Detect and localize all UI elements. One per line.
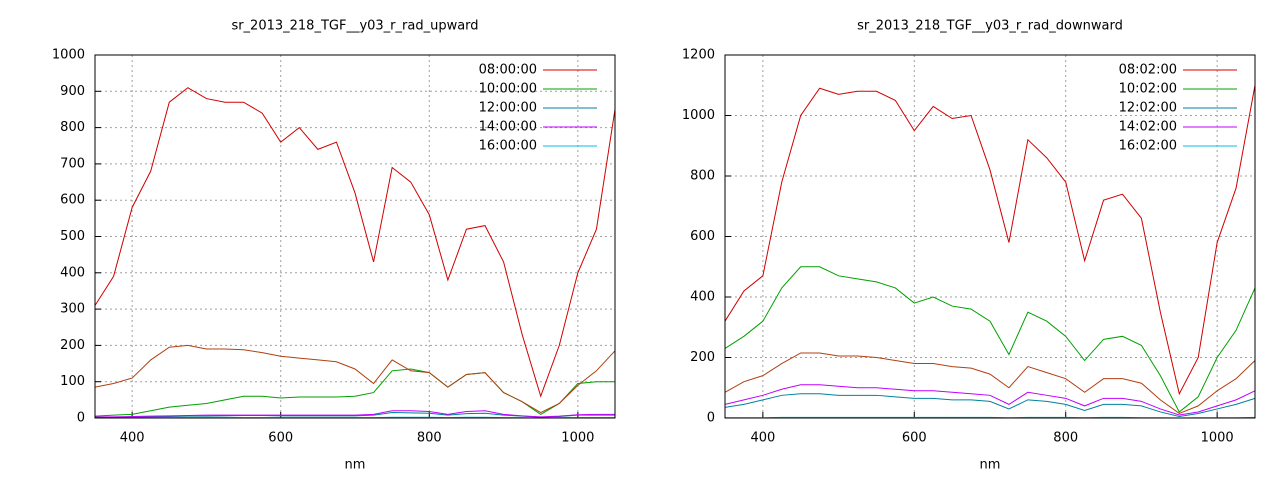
y-tick-label: 0 xyxy=(707,411,715,426)
y-tick-label: 300 xyxy=(60,302,85,317)
y-tick-label: 800 xyxy=(690,169,715,184)
legend-label: 14:02:00 xyxy=(1119,120,1177,135)
y-tick-label: 700 xyxy=(60,156,85,171)
chart-title: sr_2013_218_TGF__y03_r_rad_downward xyxy=(857,19,1123,34)
legend-label: 10:00:00 xyxy=(479,82,537,97)
legend-label: 16:02:00 xyxy=(1119,139,1177,154)
x-tick-label: 600 xyxy=(268,431,293,446)
y-tick-label: 600 xyxy=(690,229,715,244)
data-line xyxy=(94,368,615,417)
legend-label: 12:00:00 xyxy=(479,101,537,116)
chart-title: sr_2013_218_TGF__y03_r_rad_upward xyxy=(231,19,478,34)
data-line xyxy=(724,352,1256,415)
y-tick-label: 900 xyxy=(60,84,85,99)
data-line xyxy=(724,85,1256,396)
x-axis-label: nm xyxy=(345,458,366,473)
data-line xyxy=(94,87,616,398)
y-tick-label: 1200 xyxy=(682,48,715,63)
legend-label: 12:02:00 xyxy=(1119,101,1177,116)
x-tick-label: 600 xyxy=(902,431,927,446)
y-tick-label: 200 xyxy=(690,350,715,365)
x-tick-label: 1000 xyxy=(561,431,594,446)
plot-frame xyxy=(94,54,616,419)
y-tick-label: 1000 xyxy=(682,108,715,123)
x-tick-label: 800 xyxy=(1053,431,1078,446)
x-tick-label: 1000 xyxy=(1201,431,1234,446)
data-line xyxy=(94,344,616,414)
y-tick-label: 800 xyxy=(60,120,85,135)
y-tick-label: 500 xyxy=(60,229,85,244)
legend-label: 10:02:00 xyxy=(1119,82,1177,97)
legend-label: 14:00:00 xyxy=(479,120,537,135)
y-tick-label: 0 xyxy=(77,411,85,426)
x-axis-label: nm xyxy=(980,458,1001,473)
data-line xyxy=(95,410,615,418)
legend-label: 08:02:00 xyxy=(1119,63,1177,78)
plot-frame xyxy=(724,54,1256,419)
y-tick-label: 400 xyxy=(60,265,85,280)
y-tick-label: 100 xyxy=(60,374,85,389)
x-tick-label: 800 xyxy=(417,431,442,446)
y-tick-label: 600 xyxy=(60,193,85,208)
y-tick-label: 1000 xyxy=(52,48,85,63)
legend-label: 08:00:00 xyxy=(479,63,537,78)
y-tick-label: 200 xyxy=(60,338,85,353)
data-line xyxy=(724,393,1256,417)
x-tick-label: 400 xyxy=(750,431,775,446)
data-line xyxy=(724,266,1256,413)
data-line xyxy=(724,384,1256,416)
x-tick-label: 400 xyxy=(120,431,145,446)
y-tick-label: 400 xyxy=(690,290,715,305)
legend-label: 16:00:00 xyxy=(479,139,537,154)
